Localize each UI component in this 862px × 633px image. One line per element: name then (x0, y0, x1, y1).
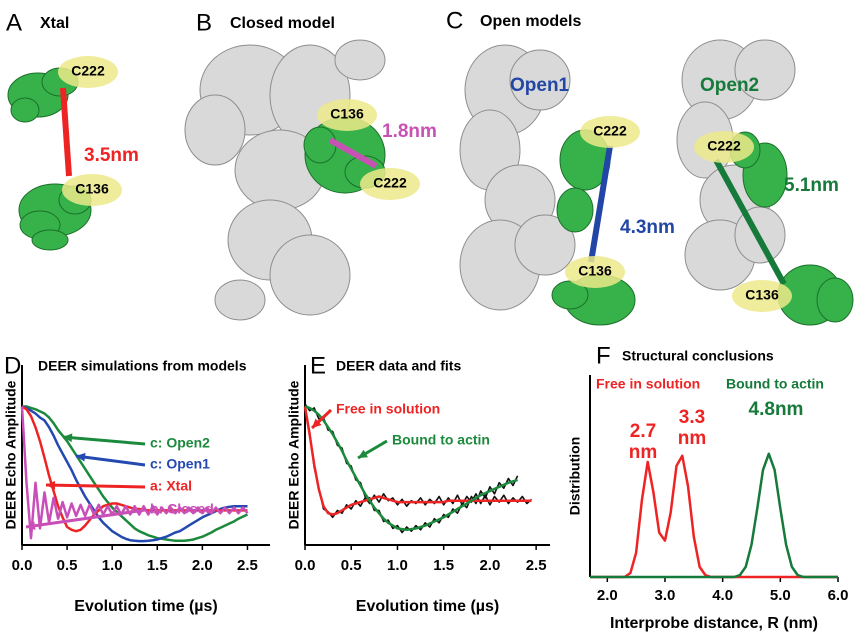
residue-label: C136 (330, 106, 364, 122)
legend-arrow (76, 456, 145, 465)
legend-arrow (46, 485, 145, 487)
x-tick-label: 2.5 (526, 557, 547, 574)
x-tick-label: 0.0 (295, 557, 316, 574)
legend-label: Free in solution (596, 376, 700, 392)
x-tick-label: 4.0 (712, 587, 733, 604)
peak-label: 3.3 (679, 407, 705, 428)
legend-label: c: Open1 (150, 456, 210, 472)
y-axis-label: DEER Echo Amplitude (3, 380, 19, 529)
y-axis-label: Distribution (567, 437, 583, 516)
legend-label: Free in solution (336, 401, 440, 417)
distance-label: 4.3nm (620, 217, 675, 238)
panel-title: Closed model (230, 15, 335, 32)
peak-label: nm (629, 442, 658, 463)
series-line (590, 454, 838, 577)
x-tick-label: 1.0 (102, 557, 123, 574)
legend-label: Bound to actin (726, 376, 824, 392)
residue-label: C136 (578, 263, 612, 279)
legend-label: a: Xtal (150, 478, 192, 494)
x-tick-label: 2.5 (237, 557, 258, 574)
panel-letter: F (596, 342, 611, 369)
model-name: Open2 (700, 75, 759, 96)
residue-label: C222 (373, 175, 407, 191)
protein-xtal (8, 68, 91, 250)
panel-letter: E (310, 352, 326, 379)
chart-title: DEER simulations from models (38, 358, 247, 374)
x-tick-label: 5.0 (770, 587, 791, 604)
distance-line (63, 88, 69, 176)
x-axis-label: Evolution time (µs) (356, 598, 499, 615)
x-tick-label: 1.5 (433, 557, 454, 574)
peak-label: 2.7 (630, 421, 656, 442)
distance-label: 3.5nm (84, 145, 139, 166)
panel-title: Xtal (40, 15, 69, 32)
y-axis-label: DEER Echo Amplitude (286, 380, 302, 529)
peak-label: 4.8nm (749, 399, 804, 420)
x-tick-label: 0.0 (12, 557, 33, 574)
peak-label: nm (678, 428, 707, 449)
figure: A Xtal C222 C136 3.5nm B Closed model C136 C222 1… (0, 0, 862, 633)
panel-letter: B (196, 9, 212, 36)
residue-label: C136 (75, 181, 109, 197)
x-tick-label: 2.0 (597, 587, 618, 604)
x-tick-label: 1.5 (147, 557, 168, 574)
x-tick-label: 2.0 (479, 557, 500, 574)
x-tick-label: 3.0 (655, 587, 676, 604)
legend-label: b: Closed (150, 501, 214, 517)
x-axis-label: Interprobe distance, R (nm) (610, 615, 818, 632)
x-tick-label: 1.0 (387, 557, 408, 574)
residue-label: C136 (745, 287, 779, 303)
legend-label: c: Open2 (150, 435, 210, 451)
panel-letter: A (6, 9, 22, 36)
distance-label: 1.8nm (382, 121, 437, 142)
x-tick-label: 6.0 (828, 587, 849, 604)
x-tick-label: 2.0 (192, 557, 213, 574)
legend-arrow (63, 437, 145, 444)
x-tick-label: 0.5 (57, 557, 78, 574)
series-line (22, 407, 248, 541)
legend-label: Bound to actin (392, 432, 490, 448)
x-tick-label: 0.5 (341, 557, 362, 574)
x-axis-label: Evolution time (µs) (74, 598, 217, 615)
distance-label: 5.1nm (784, 175, 839, 196)
chart-title: Structural conclusions (622, 348, 774, 364)
residue-label: C222 (71, 63, 105, 79)
residue-label: C222 (593, 123, 627, 139)
panel-letter: D (4, 352, 21, 379)
series-line (590, 456, 838, 577)
panel-letter: C (446, 7, 463, 34)
residue-label: C222 (707, 138, 741, 154)
chart-title: DEER data and fits (336, 358, 461, 374)
panel-title: Open models (480, 13, 581, 30)
series-line (305, 407, 532, 515)
model-name: Open1 (510, 75, 570, 96)
